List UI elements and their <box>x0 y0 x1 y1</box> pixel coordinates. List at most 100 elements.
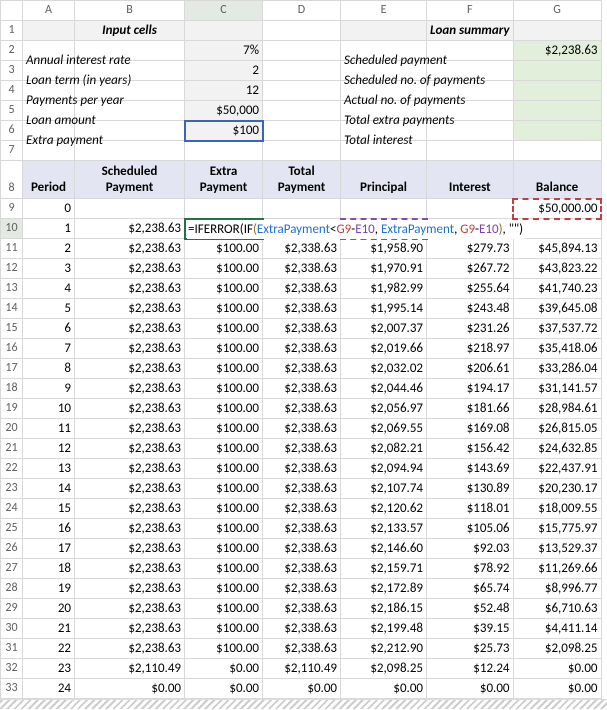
cell[interactable]: 12 <box>23 439 75 459</box>
cell[interactable]: $2,238.63 <box>75 639 185 659</box>
cell[interactable]: 6 <box>23 319 75 339</box>
cell[interactable]: $25.73 <box>427 639 514 659</box>
cell[interactable]: $206.61 <box>427 359 514 379</box>
cell[interactable] <box>23 21 75 41</box>
row-header-1[interactable]: 1 <box>1 21 23 41</box>
cell[interactable]: $2,238.63 <box>75 239 185 259</box>
cell[interactable]: $2,238.63 <box>75 319 185 339</box>
cell[interactable]: $100.00 <box>185 599 263 619</box>
cell[interactable]: $1,958.90 <box>341 239 427 259</box>
amt-label[interactable]: Loan amount <box>23 101 75 121</box>
cell[interactable]: 15 <box>23 499 75 519</box>
row-header-2[interactable]: 2 <box>1 41 23 61</box>
row-header-3[interactable]: 3 <box>1 61 23 81</box>
cell[interactable]: 4 <box>23 279 75 299</box>
col-header-A[interactable]: A <box>23 1 75 21</box>
cell[interactable]: 24 <box>23 679 75 699</box>
cell[interactable] <box>427 199 514 219</box>
cell[interactable]: 5 <box>23 299 75 319</box>
cell[interactable]: 17 <box>23 539 75 559</box>
term-label[interactable]: Loan term (in years) <box>23 61 75 81</box>
rate-value[interactable]: 7% <box>185 41 263 61</box>
row-header-16[interactable]: 16 <box>1 339 23 359</box>
cell[interactable]: $2,186.15 <box>341 599 427 619</box>
title-summary[interactable]: Loan summary <box>427 21 514 41</box>
cell[interactable]: $2,007.37 <box>341 319 427 339</box>
thead-principal[interactable]: Principal <box>341 161 427 199</box>
thead-period[interactable]: Period <box>23 161 75 199</box>
cell[interactable]: $100.00 <box>185 399 263 419</box>
cell[interactable]: 13 <box>23 459 75 479</box>
cell[interactable]: $130.89 <box>427 479 514 499</box>
cell[interactable]: $2,338.63 <box>263 339 341 359</box>
cell[interactable]: 11 <box>23 419 75 439</box>
cell[interactable]: $2,338.63 <box>263 599 341 619</box>
cell[interactable]: $105.06 <box>427 519 514 539</box>
row-header-15[interactable]: 15 <box>1 319 23 339</box>
cell[interactable] <box>513 121 601 141</box>
cell[interactable]: $2,019.66 <box>341 339 427 359</box>
cell[interactable]: 2 <box>23 239 75 259</box>
cell[interactable]: $22,437.91 <box>513 459 601 479</box>
row-header-5[interactable]: 5 <box>1 101 23 121</box>
row-header-28[interactable]: 28 <box>1 579 23 599</box>
cell[interactable]: $2,338.63 <box>263 379 341 399</box>
cell[interactable] <box>263 41 341 61</box>
cell[interactable]: 8 <box>23 359 75 379</box>
cell[interactable] <box>75 121 185 141</box>
cell[interactable]: $100.00 <box>185 539 263 559</box>
cell[interactable]: $33,286.04 <box>513 359 601 379</box>
cell[interactable]: $2,238.63 <box>75 299 185 319</box>
cell[interactable]: 19 <box>23 579 75 599</box>
cell[interactable]: $2,338.63 <box>263 319 341 339</box>
cell[interactable]: $11,269.66 <box>513 559 601 579</box>
amt-value[interactable]: $50,000 <box>185 101 263 121</box>
cell[interactable] <box>513 141 601 161</box>
row-header-12[interactable]: 12 <box>1 259 23 279</box>
cell[interactable]: $100.00 <box>185 359 263 379</box>
row-header-18[interactable]: 18 <box>1 379 23 399</box>
cell[interactable]: $100.00 <box>185 319 263 339</box>
cell[interactable]: $279.73 <box>427 239 514 259</box>
cell[interactable]: $2,338.63 <box>263 439 341 459</box>
cell[interactable]: $100.00 <box>185 459 263 479</box>
row-header-25[interactable]: 25 <box>1 519 23 539</box>
cell[interactable]: $2,238.63 <box>75 219 185 239</box>
thead-extra[interactable]: ExtraPayment <box>185 161 263 199</box>
cell[interactable]: $2,238.63 <box>75 339 185 359</box>
row-header-9[interactable]: 9 <box>1 199 23 219</box>
row-header-33[interactable]: 33 <box>1 679 23 699</box>
cell[interactable]: $2,338.63 <box>263 499 341 519</box>
cell[interactable]: $24,632.85 <box>513 439 601 459</box>
cell[interactable]: $2,238.63 <box>75 619 185 639</box>
spreadsheet[interactable]: A B C D E F G 1 Input cells Loan summary… <box>0 0 602 699</box>
cell[interactable]: $2,338.63 <box>263 539 341 559</box>
extra-value[interactable]: $100 <box>185 121 263 141</box>
cell[interactable] <box>263 121 341 141</box>
cell[interactable]: 7 <box>23 339 75 359</box>
title-input[interactable]: Input cells <box>75 21 185 41</box>
cell[interactable]: $2,082.21 <box>341 439 427 459</box>
cell[interactable]: $0.00 <box>75 679 185 699</box>
cell[interactable]: $2,032.02 <box>341 359 427 379</box>
cell[interactable]: $255.64 <box>427 279 514 299</box>
cell[interactable]: $31,141.57 <box>513 379 601 399</box>
cell[interactable]: $218.97 <box>427 339 514 359</box>
col-header-E[interactable]: E <box>341 1 427 21</box>
row-header-11[interactable]: 11 <box>1 239 23 259</box>
col-header-D[interactable]: D <box>263 1 341 21</box>
col-header-C[interactable]: C <box>185 1 263 21</box>
cell[interactable]: $100.00 <box>185 579 263 599</box>
cell[interactable]: $100.00 <box>185 519 263 539</box>
actual-num-label[interactable]: Actual no. of payments <box>341 81 427 101</box>
cell[interactable]: 23 <box>23 659 75 679</box>
row-header-7[interactable]: 7 <box>1 141 23 161</box>
cell[interactable] <box>75 81 185 101</box>
active-cell[interactable]: =IFERROR(IF(ExtraPayment<G9-E10, ExtraPa… <box>185 219 263 239</box>
cell[interactable]: $100.00 <box>185 499 263 519</box>
cell[interactable]: $2,338.63 <box>263 419 341 439</box>
cell[interactable] <box>263 199 341 219</box>
cell[interactable]: $2,238.63 <box>75 439 185 459</box>
cell[interactable]: $92.03 <box>427 539 514 559</box>
cell[interactable]: $2,338.63 <box>263 459 341 479</box>
